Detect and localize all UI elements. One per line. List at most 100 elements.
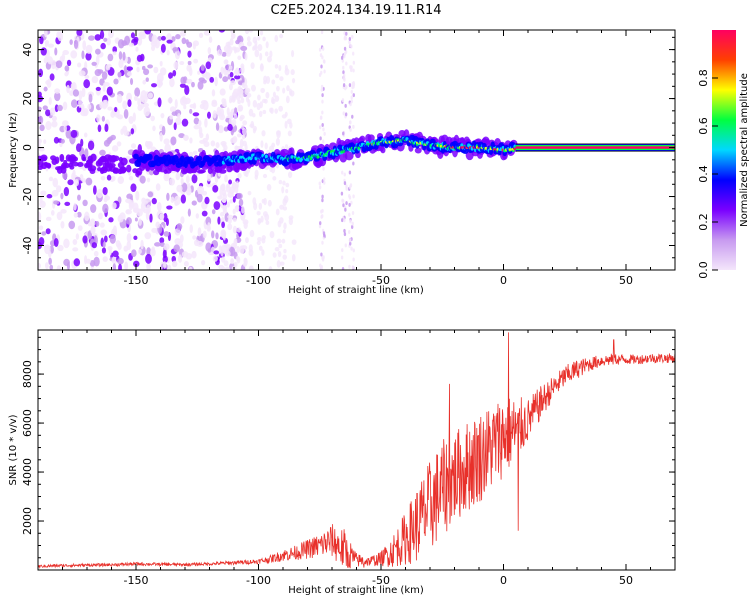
heatmap-cell (275, 73, 280, 79)
heatmap-cell (348, 170, 352, 175)
heatmap-cell (70, 129, 78, 138)
heatmap-cell (117, 114, 124, 120)
heatmap-cell (124, 261, 129, 270)
heatmap-cell (189, 67, 193, 77)
heatmap-cell (244, 143, 248, 152)
heatmap-cell (352, 68, 355, 73)
heatmap-cell (50, 155, 57, 161)
heatmap-cell (202, 230, 207, 239)
heatmap-cell (150, 248, 156, 257)
heatmap-cell (39, 36, 44, 45)
heatmap-cell (82, 199, 88, 207)
heatmap-cell (179, 61, 185, 66)
heatmap-cell (78, 90, 83, 100)
heatmap-cell (122, 100, 128, 110)
heatmap-cell (229, 199, 234, 204)
heatmap-cell (130, 183, 137, 192)
heatmap-cell (166, 49, 170, 56)
heatmap-cell (254, 169, 259, 178)
heatmap-cell (322, 177, 326, 182)
heatmap-cell (173, 244, 180, 253)
heatmap-cell (220, 66, 224, 75)
heatmap-cell (128, 175, 134, 181)
heatmap-cell (146, 262, 151, 270)
heatmap-cell (269, 50, 273, 58)
heatmap-cell (112, 167, 120, 174)
heatmap-cell (252, 99, 258, 108)
heatmap-cell (180, 216, 185, 224)
heatmap-cell (265, 91, 270, 99)
heatmap-cell (278, 105, 284, 112)
heatmap-cell (215, 232, 219, 240)
heatmap-cell (133, 235, 138, 241)
heatmap-cell (82, 40, 87, 51)
heatmap-cell (38, 106, 42, 111)
heatmap-cell (135, 46, 139, 52)
heatmap-cell (38, 225, 44, 231)
heatmap-cell (43, 244, 51, 249)
heatmap-cell (191, 174, 198, 184)
heatmap-cell (264, 51, 269, 57)
heatmap-cell (72, 161, 80, 167)
heatmap-cell (123, 65, 128, 75)
heatmap-cell (263, 75, 268, 83)
heatmap-cell (198, 120, 202, 127)
heatmap-cell (345, 31, 348, 36)
heatmap-cell (196, 155, 203, 162)
heatmap-cell (218, 30, 225, 33)
heatmap-cell (284, 68, 290, 76)
heatmap-cell (134, 87, 141, 97)
heatmap-cell (217, 125, 224, 134)
heatmap-cell (191, 200, 197, 206)
heatmap-cell (318, 224, 322, 229)
heatmap-cell (95, 48, 101, 55)
spectrogram-x-tick-label: -100 (246, 274, 271, 287)
snr-series-line (38, 332, 675, 569)
heatmap-cell (157, 97, 162, 108)
heatmap-cell (164, 143, 171, 154)
heatmap-cell (55, 60, 63, 69)
heatmap-cell (118, 263, 122, 270)
heatmap-cell (283, 248, 287, 254)
heatmap-cell (117, 257, 124, 265)
heatmap-cell (63, 238, 70, 249)
heatmap-cell (321, 123, 324, 128)
heatmap-cell (238, 92, 244, 99)
heatmap-cell (256, 210, 261, 216)
heatmap-cell (126, 217, 132, 225)
heatmap-cell (232, 225, 238, 234)
heatmap-cell (277, 250, 282, 258)
heatmap-cell (290, 69, 295, 76)
heatmap-cell (272, 252, 277, 258)
heatmap-cell (232, 196, 236, 203)
heatmap-cell (45, 120, 52, 131)
heatmap-cell (352, 93, 355, 98)
heatmap-cell (181, 182, 188, 193)
heatmap-cell (208, 36, 213, 44)
heatmap-cell (189, 137, 193, 144)
heatmap-cell (99, 30, 105, 40)
heatmap-cell (203, 141, 210, 148)
spectrogram-x-tick-label: 50 (619, 274, 633, 287)
heatmap-cell (74, 178, 80, 187)
heatmap-cell (226, 107, 230, 116)
heatmap-cell (343, 228, 346, 233)
heatmap-cell (95, 86, 101, 91)
heatmap-cell (352, 257, 355, 262)
heatmap-cell (321, 198, 324, 203)
heatmap-cell (278, 243, 283, 249)
heatmap-cell (126, 71, 133, 77)
heatmap-cell (47, 56, 54, 65)
heatmap-cell (54, 88, 61, 94)
heatmap-cell (142, 79, 147, 85)
heatmap-cell (323, 59, 326, 64)
heatmap-cell (91, 75, 99, 84)
heatmap-cell (75, 233, 80, 240)
heatmap-cell (259, 52, 263, 61)
heatmap-cell (258, 245, 263, 251)
snr-ticks: -150 -100 -50 0 50 2000 4000 6000 8000 (21, 330, 676, 587)
heatmap-cell (271, 142, 276, 148)
heatmap-cell (254, 49, 260, 58)
spectrogram-x-tick-label: -150 (124, 274, 149, 287)
heatmap-cell (227, 123, 233, 132)
